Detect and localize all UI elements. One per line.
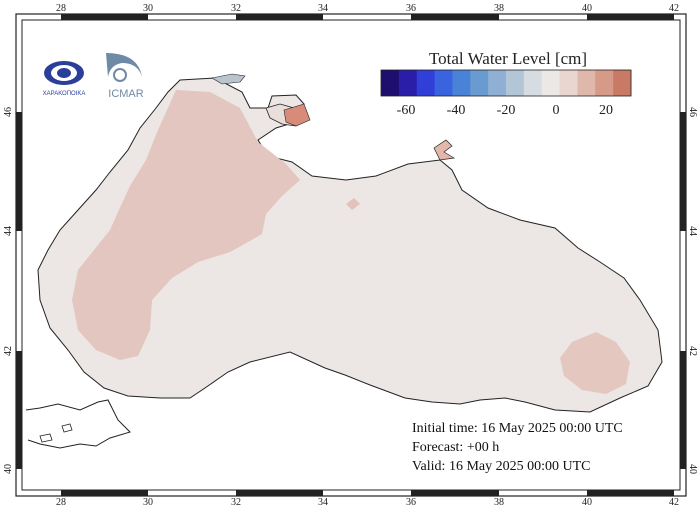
wave-eye-logo-icon: ΧΑΡΑΚΟΠΟΙΚΑ	[43, 61, 86, 97]
lon-tick-label: 34	[318, 3, 328, 14]
border-tick-top	[411, 14, 499, 20]
logo-right: ICMAR	[98, 49, 150, 101]
border-tick-top	[61, 14, 148, 20]
logo-left-text: ΧΑΡΑΚΟΠΟΙΚΑ	[43, 91, 86, 97]
legend-tick-label: -40	[447, 103, 466, 118]
legend-tick-label: -20	[497, 103, 516, 118]
lat-tick-label: 46	[687, 107, 698, 117]
forecast-text: Forecast: +00 h	[412, 440, 500, 455]
lat-tick-label: 44	[3, 226, 14, 236]
legend-outline	[380, 69, 632, 97]
logo-left: ΧΑΡΑΚΟΠΟΙΚΑ	[32, 49, 96, 101]
lon-tick-label: 32	[231, 497, 241, 507]
legend-colorbar	[380, 69, 632, 97]
lat-tick-label: 40	[3, 464, 14, 474]
marmara-island	[39, 433, 53, 443]
lon-tick-label: 30	[143, 3, 153, 14]
legend-swatch	[452, 70, 471, 96]
border-tick-right	[680, 112, 686, 231]
border-tick-top	[236, 14, 323, 20]
legend-tick-label: 0	[553, 103, 560, 118]
legend-swatch	[595, 70, 614, 96]
legend-swatch	[416, 70, 436, 96]
lon-tick-label: 32	[231, 3, 241, 14]
lat-tick-label: 44	[687, 226, 698, 236]
lat-tick-label: 46	[3, 107, 14, 117]
legend-swatch	[613, 70, 632, 96]
legend-tick-label: -60	[397, 103, 416, 118]
legend-swatch	[506, 70, 525, 96]
border-tick-top	[587, 14, 674, 20]
lon-tick-label: 42	[669, 497, 679, 507]
legend-swatch	[470, 70, 489, 96]
lon-tick-label: 38	[494, 3, 504, 14]
legend-ticks: -60 -40 -20 0 20	[397, 103, 613, 118]
small-anomaly-spot	[346, 198, 360, 210]
lon-tick-label: 42	[669, 3, 679, 14]
border-tick-right	[680, 351, 686, 469]
western-shelf-anomaly	[72, 90, 300, 360]
taman-lagoon	[433, 139, 456, 161]
border-tick-left	[16, 351, 22, 469]
lon-tick-label: 40	[582, 497, 592, 507]
map-border-ticks	[16, 14, 686, 496]
legend-swatch	[381, 70, 400, 96]
legend-swatch	[577, 70, 596, 96]
lon-tick-label: 30	[143, 497, 153, 507]
axis-labels: 28 28 30 30 32 32 34 34 36 36 38 38 40 40 42 42 40 40 42 42…	[3, 3, 698, 507]
border-tick-left	[16, 112, 22, 231]
lon-tick-label: 40	[582, 3, 592, 14]
lon-tick-label: 28	[56, 497, 66, 507]
lon-tick-label: 38	[494, 497, 504, 507]
border-tick-bottom	[587, 490, 674, 496]
legend-tick-label: 20	[599, 103, 613, 118]
lat-tick-label: 40	[687, 464, 698, 474]
border-tick-bottom	[61, 490, 148, 496]
map-frame-outer	[15, 13, 687, 497]
marmara-coast	[25, 399, 131, 449]
legend-swatch	[434, 70, 453, 96]
lon-tick-label: 36	[406, 3, 416, 14]
lat-tick-label: 42	[687, 346, 698, 356]
legend-swatch	[559, 70, 578, 96]
marmara-island-2	[61, 423, 73, 433]
legend-swatch	[398, 70, 418, 96]
border-tick-bottom	[411, 490, 499, 496]
lon-tick-label: 34	[318, 497, 328, 507]
dnieper-estuary	[211, 73, 246, 85]
logo-right-text: ICMAR	[108, 88, 144, 100]
legend-title: Total Water Level [cm]	[429, 49, 587, 68]
initial-time-text: Initial time: 16 May 2025 00:00 UTC	[412, 421, 623, 436]
legend-swatch	[541, 70, 561, 96]
lat-tick-label: 42	[3, 346, 14, 356]
institute-logo-icon: ICMAR	[106, 53, 144, 100]
eastern-anomaly	[560, 332, 630, 394]
legend-swatch	[488, 70, 507, 96]
border-tick-bottom	[236, 490, 323, 496]
legend-swatch	[523, 70, 543, 96]
kerch-high-anomaly	[283, 103, 311, 127]
lon-tick-label: 36	[406, 497, 416, 507]
valid-time-text: Valid: 16 May 2025 00:00 UTC	[412, 459, 591, 474]
lon-tick-label: 28	[56, 3, 66, 14]
